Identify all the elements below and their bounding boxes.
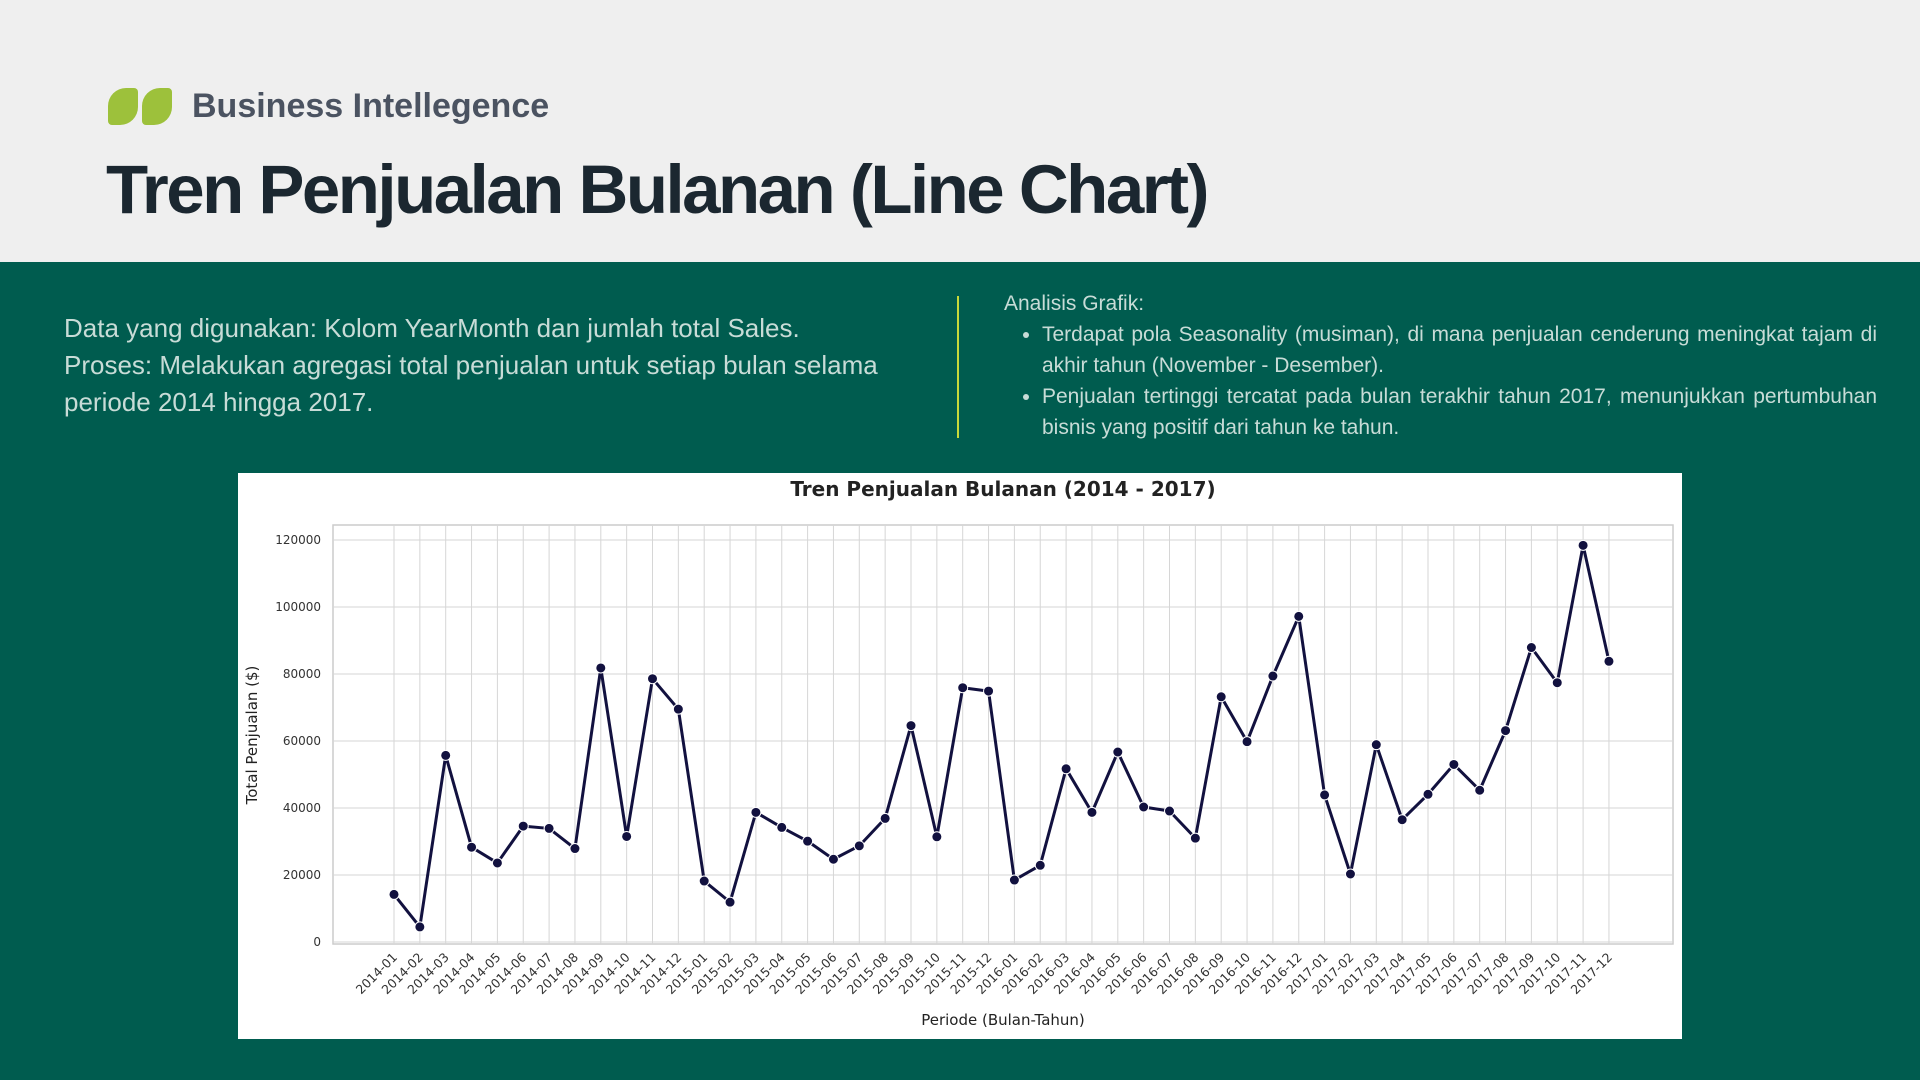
y-tick-label: 20000: [283, 868, 321, 882]
data-point: [983, 685, 995, 697]
brand-logo-icon: [108, 87, 172, 125]
analysis-panel: Analisis Grafik: Terdapat pola Seasonali…: [1004, 288, 1877, 443]
y-tick-label: 0: [313, 935, 321, 949]
data-point: [853, 840, 865, 852]
data-point: [440, 749, 452, 761]
data-point: [491, 857, 503, 869]
data-point: [802, 835, 814, 847]
data-point: [931, 831, 943, 843]
analysis-heading: Analisis Grafik:: [1004, 292, 1145, 315]
data-point: [388, 888, 400, 900]
data-point: [1060, 763, 1072, 775]
data-point: [647, 673, 658, 685]
data-point: [1319, 789, 1331, 801]
data-point: [1474, 784, 1486, 796]
y-axis-label: Total Penjualan ($): [243, 666, 261, 806]
data-point: [1034, 859, 1046, 871]
data-point: [1293, 610, 1305, 622]
x-axis-label: Periode (Bulan-Tahun): [921, 1011, 1085, 1029]
data-point: [466, 841, 478, 853]
data-point: [1267, 670, 1279, 682]
data-point: [1086, 806, 1098, 818]
data-point: [1422, 788, 1434, 800]
brand-name: Business Intellegence: [192, 86, 550, 125]
data-point: [750, 806, 762, 818]
data-point: [621, 830, 633, 842]
page-title: Tren Penjualan Bulanan (Line Chart): [106, 151, 1210, 228]
y-tick-label: 40000: [283, 801, 321, 815]
brand: Business Intellegence: [108, 86, 549, 126]
data-point: [543, 822, 555, 834]
data-point: [879, 812, 891, 824]
analysis-bullet: Terdapat pola Seasonality (musiman), di …: [1042, 319, 1877, 381]
data-point: [1577, 539, 1589, 551]
data-used-text: Data yang digunakan: Kolom YearMonth dan…: [64, 313, 800, 343]
data-point: [517, 820, 529, 832]
data-point: [1370, 739, 1382, 751]
data-point: [905, 720, 917, 732]
chart-container: 0 20000 40000 60000 80000 100000 120000 2014-01…: [238, 473, 1682, 1039]
data-point: [595, 662, 607, 674]
chart-title: Tren Penjualan Bulanan (2014 - 2017): [790, 477, 1215, 501]
data-point: [1189, 832, 1201, 844]
data-point: [1344, 868, 1356, 880]
analysis-bullet: Penjualan tertinggi tercatat pada bulan …: [1042, 381, 1877, 443]
process-text: Proses: Melakukan agregasi total penjual…: [64, 350, 878, 417]
line-chart: 0200004000060000800001000001200002014-01…: [243, 477, 1674, 1029]
data-point: [672, 703, 684, 715]
analysis-list: Terdapat pola Seasonality (musiman), di …: [1004, 319, 1877, 443]
header-band: Business Intellegence Tren Penjualan Bul…: [0, 0, 1920, 262]
data-point: [1551, 677, 1563, 689]
data-point: [414, 921, 426, 933]
y-tick-label: 120000: [275, 533, 321, 547]
data-point: [827, 853, 839, 865]
data-point: [1112, 746, 1124, 758]
y-tick-label: 80000: [283, 667, 321, 681]
divider: [957, 296, 959, 438]
data-description: Data yang digunakan: Kolom YearMonth dan…: [64, 310, 934, 421]
data-point: [1241, 736, 1253, 748]
plot-area: [332, 524, 1674, 945]
data-point: [1396, 814, 1408, 826]
data-point: [1215, 691, 1227, 703]
data-point: [1500, 725, 1512, 737]
data-point: [698, 875, 710, 887]
data-point: [1603, 655, 1615, 667]
data-point: [1448, 758, 1460, 770]
series-line: [392, 543, 1611, 929]
data-point: [1525, 642, 1537, 654]
data-point: [957, 682, 969, 694]
data-point: [724, 896, 736, 908]
data-point: [776, 821, 788, 833]
y-tick-label: 60000: [283, 734, 321, 748]
data-point: [1008, 874, 1020, 886]
data-point: [569, 843, 581, 855]
y-tick-label: 100000: [275, 600, 321, 614]
data-point: [1138, 801, 1150, 813]
data-point: [1164, 805, 1175, 817]
